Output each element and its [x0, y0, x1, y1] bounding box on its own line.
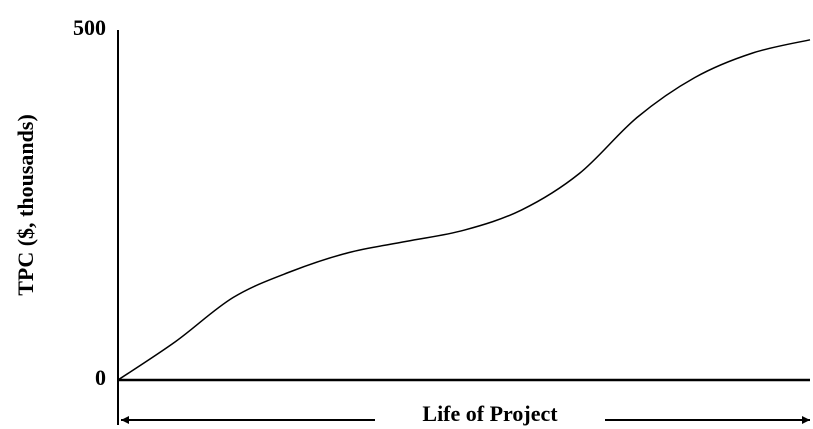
y-tick-label: 500	[73, 15, 106, 40]
y-axis-label: TPC ($, thousands)	[13, 114, 38, 296]
line	[117, 39, 811, 381]
y-tick-label: 0	[95, 365, 106, 390]
x-axis-label: Life of Project	[422, 401, 558, 426]
